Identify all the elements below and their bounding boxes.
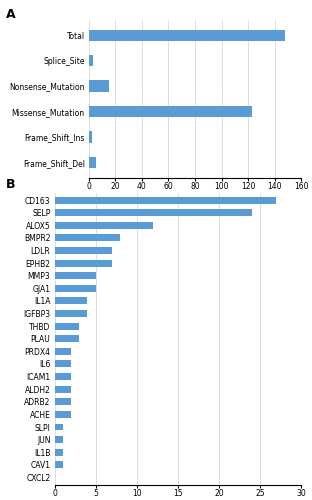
Bar bbox=[55, 398, 71, 406]
Bar bbox=[55, 360, 71, 368]
Bar bbox=[55, 449, 63, 456]
Bar bbox=[55, 272, 96, 279]
Bar bbox=[55, 436, 63, 443]
Text: B: B bbox=[6, 178, 16, 190]
Bar bbox=[89, 30, 285, 41]
Bar bbox=[55, 322, 79, 330]
Bar bbox=[55, 424, 63, 430]
Bar bbox=[89, 55, 93, 66]
Bar bbox=[89, 80, 109, 92]
Bar bbox=[55, 234, 120, 242]
Bar bbox=[89, 131, 91, 142]
Bar bbox=[89, 156, 95, 168]
Bar bbox=[55, 196, 276, 203]
Bar bbox=[55, 336, 79, 342]
Bar bbox=[55, 209, 252, 216]
Bar bbox=[55, 462, 63, 468]
Bar bbox=[55, 411, 71, 418]
Bar bbox=[55, 348, 71, 355]
Bar bbox=[55, 373, 71, 380]
Bar bbox=[55, 260, 112, 266]
Bar bbox=[55, 298, 87, 304]
Bar bbox=[55, 310, 87, 317]
Bar bbox=[55, 222, 153, 228]
Text: A: A bbox=[6, 8, 16, 20]
Bar bbox=[55, 285, 96, 292]
Bar bbox=[55, 386, 71, 392]
Bar bbox=[55, 247, 112, 254]
Bar bbox=[89, 106, 252, 117]
